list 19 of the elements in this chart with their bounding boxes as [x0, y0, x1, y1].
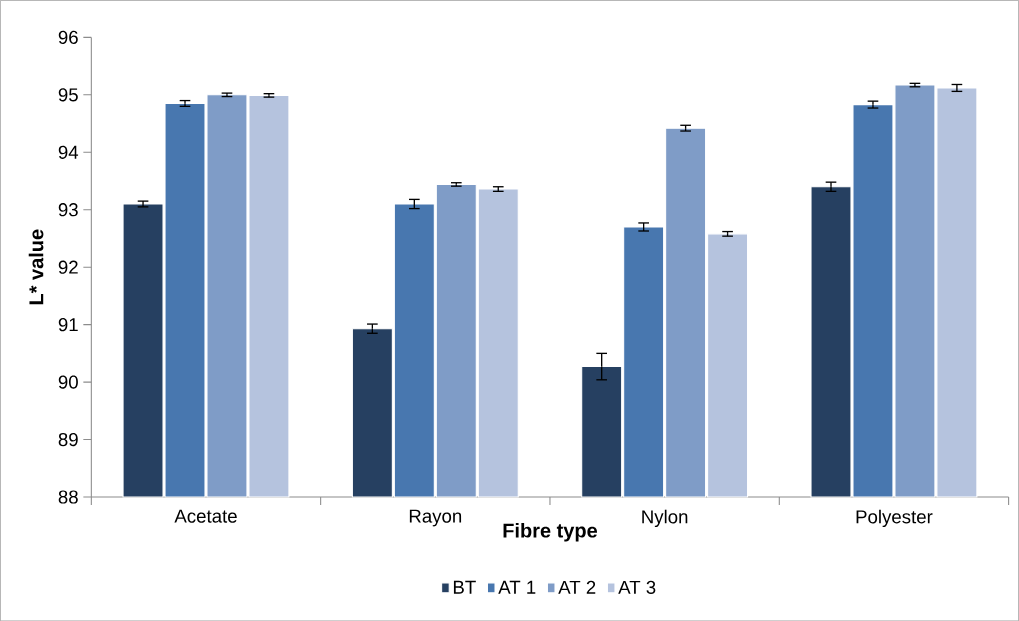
legend-label: AT 1 [498, 580, 536, 594]
y-tick-label: 96 [58, 30, 78, 44]
legend-label: AT 3 [618, 580, 656, 594]
y-tick-label: 88 [58, 490, 78, 504]
x-tick-label: Acetate [174, 509, 237, 523]
legend-label: BT [453, 580, 476, 594]
y-tick-label: 92 [58, 260, 78, 274]
x-tick-label: Polyester [856, 509, 933, 527]
y-tick-label: 89 [58, 432, 78, 447]
legend-label: AT 2 [558, 580, 596, 594]
y-axis-title: L* value [28, 229, 44, 305]
y-tick-label: 94 [58, 145, 79, 159]
x-axis-title: Fibre type [503, 522, 598, 542]
y-tick-label: 90 [58, 375, 78, 389]
x-tick-label: Nylon [642, 509, 688, 527]
y-tick-label: 93 [58, 202, 78, 217]
y-tick-label: 95 [58, 88, 78, 102]
y-tick-label: 91 [58, 317, 78, 332]
x-tick-label: Rayon [409, 509, 462, 527]
